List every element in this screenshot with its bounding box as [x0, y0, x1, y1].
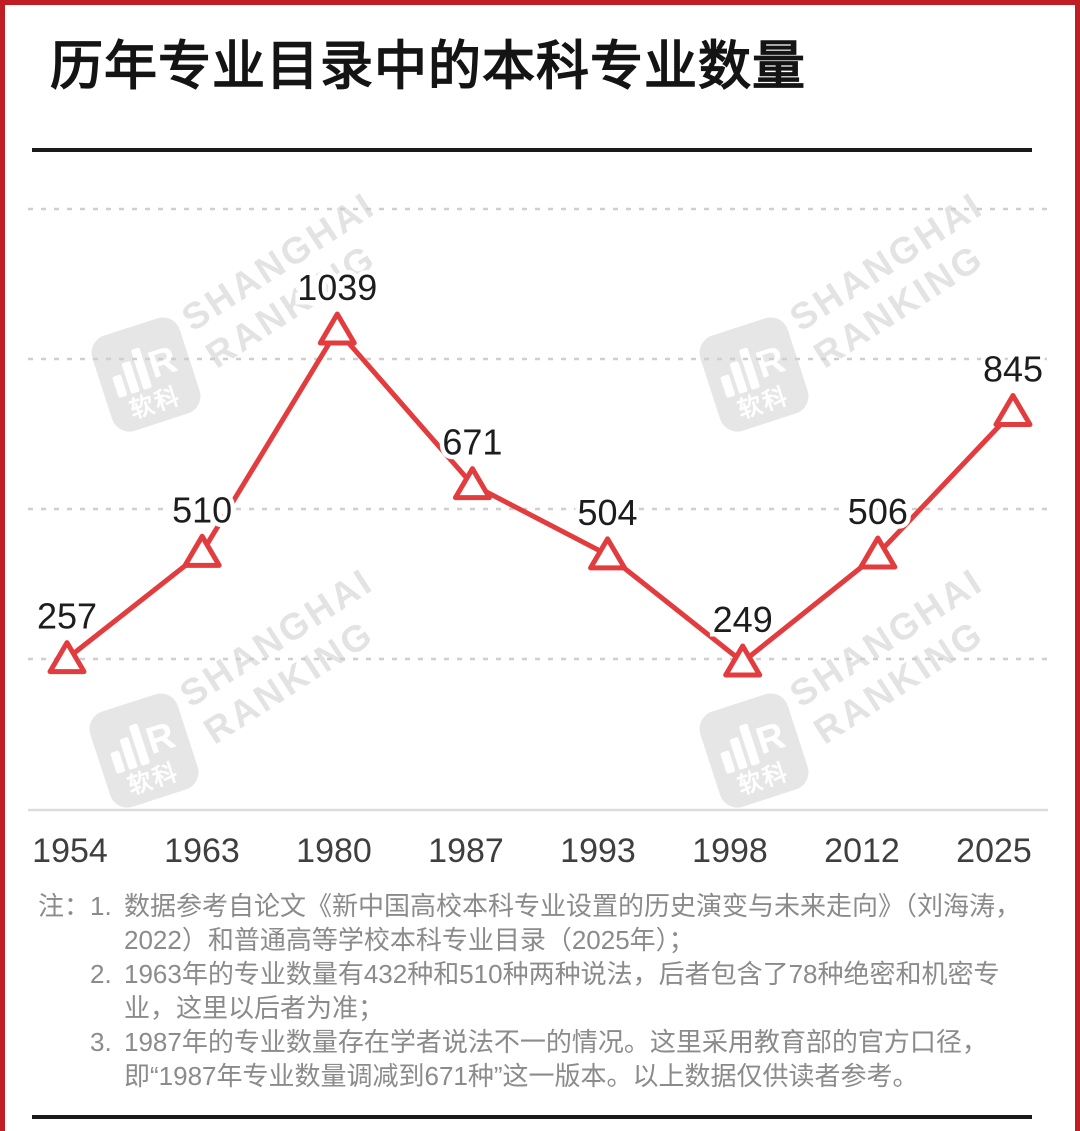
data-point-marker: [182, 533, 222, 568]
x-tick-label: 1998: [692, 832, 768, 870]
value-label: 249: [713, 599, 773, 640]
data-point-marker: [723, 643, 763, 678]
data-point-marker: [452, 466, 492, 501]
note-text: 数据参考自论文《新中国高校本科专业设置的历史演变与未来走向》（刘海涛，2022）…: [124, 891, 1022, 955]
note-item: 2. 1963年的专业数量有432种和510种两种说法，后者包含了78种绝密和机密…: [90, 957, 1046, 1025]
x-tick-label: 1963: [164, 832, 240, 870]
footnotes: 注： 1. 数据参考自论文《新中国高校本科专业设置的历史演变与未来走向》（刘海涛，…: [38, 889, 1046, 1093]
note-list: 1. 数据参考自论文《新中国高校本科专业设置的历史演变与未来走向》（刘海涛，202…: [90, 889, 1046, 1093]
value-label: 257: [37, 596, 97, 637]
x-tick-label: 2025: [956, 832, 1032, 870]
data-point-marker: [317, 311, 357, 346]
value-label: 506: [848, 491, 908, 532]
value-label: 504: [578, 492, 638, 533]
x-tick-label: 2012: [824, 832, 900, 870]
value-label: 510: [172, 489, 232, 530]
note-item: 1. 数据参考自论文《新中国高校本科专业设置的历史演变与未来走向》（刘海涛，202…: [90, 889, 1046, 957]
note-number: 3.: [90, 1027, 112, 1057]
note-prefix: 注：: [38, 891, 91, 921]
data-point-marker: [588, 536, 628, 571]
note-text: 1963年的专业数量有432种和510种两种说法，后者包含了78种绝密和机密专业…: [124, 959, 1000, 1023]
series-line: [65, 327, 1015, 665]
note-item: 3. 1987年的专业数量存在学者说法不一的情况。这里采用教育部的官方口径，即“1…: [90, 1025, 1046, 1093]
page-title: 历年专业目录中的本科专业数量: [50, 37, 806, 96]
note-number: 1.: [90, 891, 112, 921]
note-text: 1987年的专业数量存在学者说法不一的情况。这里采用教育部的官方口径，即“198…: [124, 1027, 988, 1091]
x-tick-label: 1980: [296, 832, 372, 870]
data-point-marker: [858, 535, 898, 570]
bottom-divider: [32, 1115, 1032, 1119]
value-label: 671: [442, 422, 502, 463]
x-tick-label: 1993: [560, 832, 636, 870]
data-point-marker: [47, 640, 87, 675]
x-tick-label: 1954: [32, 832, 108, 870]
title-divider: [32, 148, 1032, 152]
data-point-marker: [993, 393, 1033, 428]
note-number: 2.: [90, 959, 112, 989]
x-tick-label: 1987: [428, 832, 504, 870]
value-label: 1039: [297, 267, 377, 308]
value-label: 845: [983, 349, 1043, 390]
